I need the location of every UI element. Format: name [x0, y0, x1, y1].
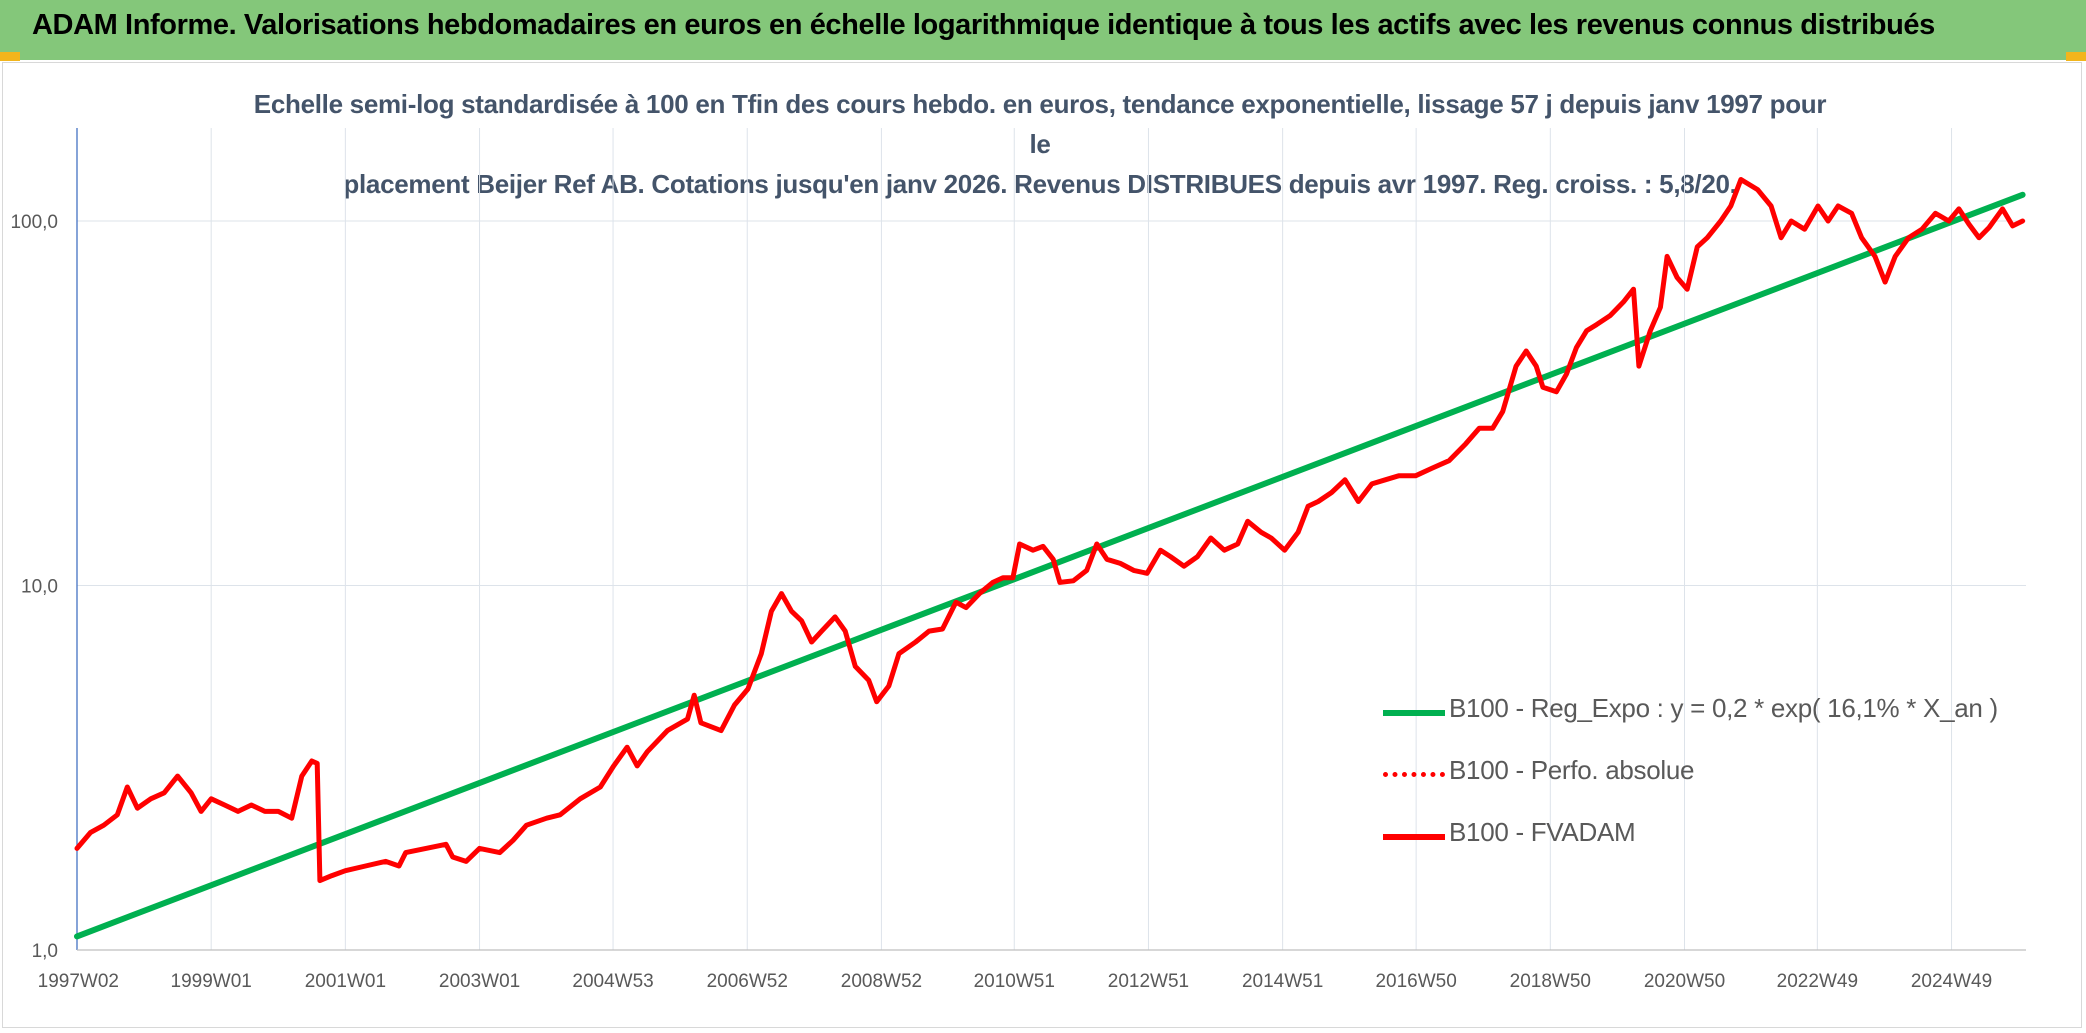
x-tick-label: 1999W01 [171, 971, 252, 992]
y-tick-label: 1,0 [32, 941, 58, 962]
chart-title: Echelle semi-log standardisée à 100 en T… [250, 84, 1830, 204]
x-tick-label: 2003W01 [439, 971, 520, 992]
corner-accent-right [2066, 52, 2086, 61]
x-tick-label: 2012W51 [1108, 971, 1189, 992]
report-header: ADAM Informe. Valorisations hebdomadaire… [0, 0, 2086, 60]
x-tick-label: 2004W53 [572, 971, 653, 992]
series-line-trend [74, 191, 2026, 940]
x-tick-label: 2010W51 [974, 971, 1055, 992]
corner-accent-left [0, 52, 20, 61]
chart-title-line1: Echelle semi-log standardisée à 100 en T… [253, 89, 1827, 159]
chart-series [74, 177, 2026, 940]
x-tick-label: 2006W52 [707, 971, 788, 992]
legend-swatch-trend [1383, 710, 1445, 716]
legend-label-perfo: B100 - Perfo. absolue [1449, 755, 1695, 785]
chart-title-line2: placement Beijer Ref AB. Cotations jusqu… [343, 169, 1737, 199]
legend-label-fvadam: B100 - FVADAM [1449, 817, 1636, 847]
x-tick-label: 2008W52 [841, 971, 922, 992]
x-tick-label: 2022W49 [1777, 971, 1858, 992]
report-title: ADAM Informe. Valorisations hebdomadaire… [32, 9, 1935, 41]
x-tick-label: 2018W50 [1510, 971, 1591, 992]
y-tick-label: 100,0 [10, 212, 58, 233]
x-tick-label: 2020W50 [1644, 971, 1725, 992]
x-tick-label: 1997W02 [38, 971, 119, 992]
legend-label-trend: B100 - Reg_Expo : y = 0,2 * exp( 16,1% *… [1449, 693, 1998, 723]
chart-axes: 1997W02 1999W01 2001W01 2003W01 2004W53 2006W… [10, 128, 2026, 992]
chart-frame [2, 62, 2082, 1028]
legend-swatch-fvadam [1383, 834, 1445, 840]
x-tick-label: 2016W50 [1375, 971, 1456, 992]
x-tick-label: 2001W01 [305, 971, 386, 992]
series-line-fvadam [74, 177, 2026, 884]
y-tick-label: 10,0 [21, 577, 58, 598]
legend-swatch-perfo [1383, 772, 1445, 777]
x-tick-label: 2014W51 [1242, 971, 1323, 992]
x-tick-label: 2024W49 [1911, 971, 1992, 992]
